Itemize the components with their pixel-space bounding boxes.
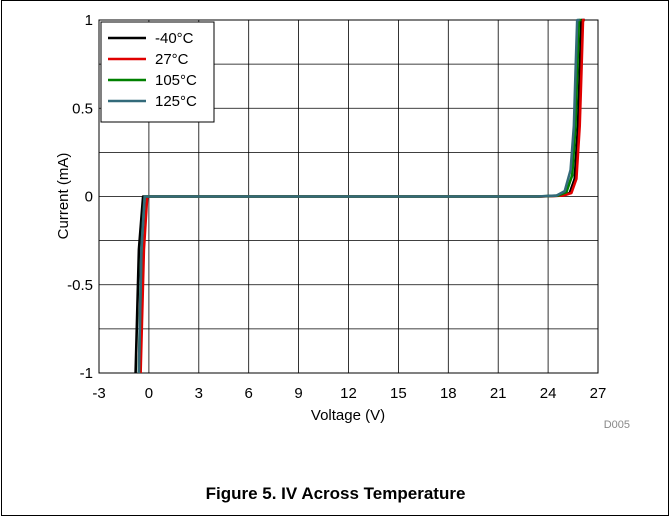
series-line [139, 18, 585, 374]
y-tick-label: 0 [85, 189, 93, 206]
legend-label: 105°C [155, 72, 197, 89]
x-tick-label: 0 [145, 385, 153, 402]
x-tick-label: 21 [490, 385, 507, 402]
x-tick-label: 6 [245, 385, 253, 402]
y-tick-label: -0.5 [67, 277, 93, 294]
y-tick-labels: 1 0.5 0 -0.5 -1 [67, 12, 93, 382]
x-tick-label: 12 [340, 385, 357, 402]
figure-caption: Figure 5. IV Across Temperature [205, 484, 466, 503]
series-group [134, 18, 585, 374]
legend-label: 27°C [155, 51, 189, 68]
y-tick-label: 1 [85, 12, 93, 29]
x-tick-label: 3 [195, 385, 203, 402]
series-line [137, 18, 580, 374]
legend-label: -40°C [155, 30, 194, 47]
legend: -40°C 27°C 105°C 125°C [100, 21, 215, 123]
x-tick-label: -3 [92, 385, 105, 402]
x-tick-label: 18 [440, 385, 457, 402]
x-axis-label: Voltage (V) [311, 407, 385, 424]
x-tick-label: 27 [590, 385, 607, 402]
iv-chart: -3 0 3 6 9 12 15 18 21 24 27 1 0.5 0 -0.5 -1 Voltage (… [55, 12, 630, 431]
x-tick-label: 9 [294, 385, 302, 402]
x-tick-labels: -3 0 3 6 9 12 15 18 21 24 27 [92, 385, 606, 402]
x-tick-label: 24 [540, 385, 557, 402]
y-tick-label: 0.5 [72, 100, 93, 117]
legend-label: 125°C [155, 93, 197, 110]
y-axis-label: Current (mA) [55, 153, 72, 240]
figure-id: D005 [604, 419, 630, 431]
y-tick-label: -1 [80, 365, 93, 382]
x-tick-label: 15 [390, 385, 407, 402]
